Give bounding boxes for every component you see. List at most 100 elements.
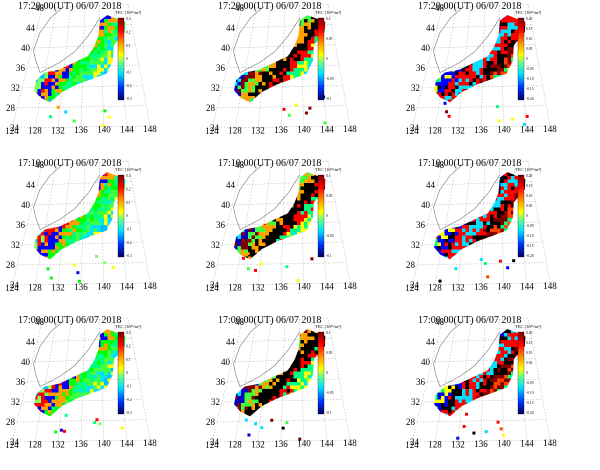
tec-cell	[104, 57, 108, 62]
tec-cell	[279, 68, 284, 72]
tec-cell	[241, 78, 245, 83]
tec-cell	[539, 44, 543, 48]
tec-cell	[437, 61, 442, 65]
tec-cell	[332, 47, 336, 51]
tec-cell	[546, 19, 550, 23]
coastline	[33, 163, 101, 231]
tec-cell	[311, 114, 315, 118]
tec-cell	[76, 89, 80, 93]
tec-cell	[69, 15, 73, 16]
tec-cell	[72, 179, 77, 184]
tec-cell	[224, 37, 228, 41]
tec-cell	[55, 225, 59, 229]
tec-cell	[48, 207, 52, 212]
tec-cell	[90, 271, 94, 275]
tec-cell	[483, 96, 487, 100]
tec-cell	[72, 92, 77, 97]
tec-cell	[283, 57, 287, 62]
lon-label: 144	[520, 124, 534, 134]
tec-cell	[48, 40, 52, 44]
tec-cell	[224, 86, 228, 90]
tec-cell	[55, 92, 59, 97]
tec-cell	[444, 33, 449, 37]
tec-cell	[483, 19, 487, 23]
tec-cell	[34, 264, 38, 268]
tec-cell	[34, 172, 38, 177]
tec-cell	[493, 99, 498, 103]
tec-cell	[479, 54, 484, 58]
tec-cell	[150, 79, 154, 83]
tec-cell	[420, 19, 424, 23]
tec-cell	[132, 93, 136, 97]
tec-cell	[307, 29, 312, 34]
tec-cell	[69, 103, 73, 107]
tec-cell	[20, 124, 24, 128]
tec-cell	[522, 107, 526, 111]
tec-cell	[279, 22, 284, 27]
tec-cell	[248, 26, 252, 30]
tec-cell	[227, 110, 231, 114]
graticule-line	[234, 7, 257, 128]
tec-cell	[550, 79, 554, 83]
tec-cell	[550, 68, 554, 72]
tec-cell	[69, 33, 73, 37]
tec-cell	[48, 71, 52, 76]
tec-cell	[262, 82, 266, 86]
tec-cell	[55, 64, 59, 69]
tec-cell	[297, 99, 301, 103]
tec-cell	[255, 117, 259, 121]
tec-cell	[539, 47, 543, 51]
tec-cell	[118, 117, 122, 121]
tec-cell	[76, 214, 80, 219]
tec-cell	[283, 117, 287, 121]
tec-cell	[543, 79, 547, 83]
tec-cell	[332, 114, 336, 118]
tec-cell	[441, 61, 445, 65]
tec-cell	[86, 204, 91, 208]
lat-label: 32	[411, 83, 420, 93]
tec-cell	[146, 16, 150, 20]
tec-cell	[65, 172, 70, 173]
tec-cell	[550, 51, 554, 55]
tec-cell	[115, 110, 119, 114]
tec-cell	[248, 75, 252, 79]
tec-cell	[31, 271, 35, 275]
tec-cell	[448, 99, 452, 103]
tec-cell	[262, 103, 266, 107]
tec-cell	[339, 107, 343, 111]
tec-cell	[283, 103, 287, 107]
tec-cell	[58, 176, 63, 180]
map-panel: 17:20:00(UT) 06/07 201848444036322824124…	[5, 1, 157, 136]
tec-cell	[143, 47, 147, 51]
graticule-line	[231, 44, 336, 49]
tec-cell	[93, 64, 98, 69]
tec-cell	[107, 29, 112, 34]
tec-cell	[515, 124, 519, 128]
tec-cell	[311, 29, 315, 34]
tec-cell	[122, 107, 126, 111]
tec-cell	[220, 121, 224, 125]
tec-cell	[350, 33, 354, 37]
tec-cell	[37, 249, 42, 254]
tec-cell	[62, 176, 66, 180]
tec-cell	[55, 47, 59, 51]
tec-cell	[497, 50, 501, 55]
tec-cell	[76, 85, 80, 90]
tec-cell	[44, 96, 49, 100]
tec-cell	[276, 15, 280, 16]
tec-cell	[343, 72, 347, 76]
tec-cell	[114, 71, 119, 76]
tec-cell	[104, 68, 108, 72]
tec-cell	[90, 242, 94, 247]
tec-cell	[314, 40, 319, 44]
tec-cell	[93, 15, 98, 20]
tec-cell	[111, 92, 115, 97]
tec-cell	[448, 57, 452, 62]
tec-cell	[311, 117, 315, 121]
tec-cell	[87, 267, 91, 271]
tec-cell	[248, 107, 252, 111]
tec-cell	[107, 92, 112, 97]
tec-cell	[69, 92, 73, 97]
tec-cell	[27, 211, 31, 215]
tec-cell	[497, 15, 501, 16]
